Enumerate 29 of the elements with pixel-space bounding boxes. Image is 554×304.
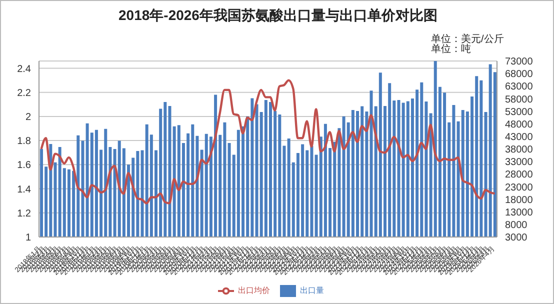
y2-tick-label: 73000 [505, 56, 534, 68]
y-tick-label: 1.4 [17, 184, 32, 196]
y2-tick-label: 38000 [505, 144, 534, 156]
y2-tick-label: 8000 [505, 220, 528, 231]
y-tick-label: 1.8 [17, 136, 32, 148]
y2-tick-label: 23000 [505, 182, 534, 194]
y2-tick-label: 13000 [505, 207, 534, 218]
y-tick-label: 1.2 [17, 208, 32, 220]
y-tick-label: 2 [25, 112, 32, 123]
legend-label: 出口量 [300, 286, 324, 296]
y-tick-label: 2.2 [17, 88, 32, 99]
line-series [40, 79, 496, 204]
y2-tick-label: 33000 [505, 157, 534, 168]
y2-tick-label: 3000 [505, 232, 528, 244]
y2-tick-label: 63000 [505, 82, 534, 93]
text: 单位：美元/公斤 [431, 34, 504, 45]
chart-title: 2018年-2026年我国苏氨酸出口量与出口单价对比图 [118, 7, 438, 25]
y2-tick-label: 43000 [505, 132, 534, 143]
y2-tick-label: 18000 [505, 194, 534, 206]
y2-tick-label: 28000 [505, 170, 534, 181]
legend-label: 出口均价 [238, 286, 270, 296]
text: 单位：吨 [431, 44, 472, 55]
y2-tick-label: 48000 [505, 119, 534, 130]
y-tick-label: 1 [25, 232, 32, 244]
y2-tick-label: 53000 [505, 106, 534, 118]
y2-tick-label: 58000 [505, 94, 534, 106]
y2-tick-label: 68000 [505, 69, 534, 80]
y-tick-label: 2.4 [17, 64, 32, 75]
y-tick-label: 1.6 [17, 160, 32, 172]
